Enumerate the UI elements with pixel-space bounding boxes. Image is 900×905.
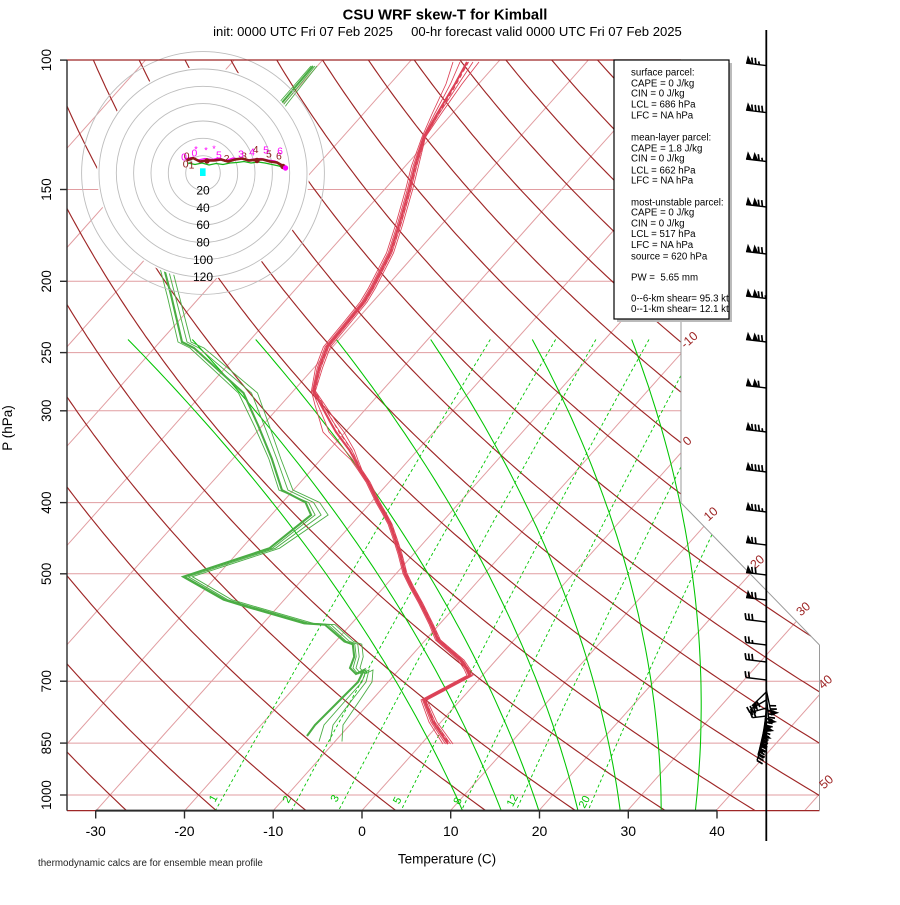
svg-text:*: * [204, 146, 208, 156]
svg-text:40: 40 [709, 823, 725, 839]
svg-text:CAPE = 0 J/kg: CAPE = 0 J/kg [631, 208, 694, 219]
svg-text:CAPE = 0 J/kg: CAPE = 0 J/kg [631, 78, 694, 89]
svg-text:LCL = 662 hPa: LCL = 662 hPa [631, 166, 696, 177]
svg-text:200: 200 [39, 270, 54, 292]
svg-text:80: 80 [196, 236, 210, 250]
svg-text:3: 3 [241, 152, 247, 163]
svg-text:2: 2 [224, 154, 230, 165]
svg-text:2: 2 [281, 794, 294, 805]
svg-text:3: 3 [238, 150, 244, 161]
svg-text:700: 700 [39, 670, 54, 692]
svg-text:60: 60 [196, 218, 210, 232]
svg-text:5: 5 [263, 146, 269, 157]
svg-text:500: 500 [39, 563, 54, 585]
svg-text:thermodynamic calcs are for en: thermodynamic calcs are for ensemble mea… [38, 858, 263, 869]
svg-text:4: 4 [249, 148, 255, 159]
svg-text:10: 10 [443, 823, 459, 839]
svg-text:120: 120 [193, 270, 213, 284]
svg-text:P (hPa): P (hPa) [0, 405, 15, 451]
svg-text:CIN = 0 J/kg: CIN = 0 J/kg [631, 89, 685, 100]
svg-text:0--1-km shear= 12.1 kt: 0--1-km shear= 12.1 kt [631, 304, 729, 315]
svg-text:CSU WRF skew-T for Kimball: CSU WRF skew-T for Kimball [343, 7, 548, 23]
svg-text:8: 8 [451, 796, 464, 807]
svg-text:Temperature (C): Temperature (C) [398, 852, 496, 867]
svg-text:surface parcel:: surface parcel: [631, 67, 695, 78]
svg-text:init: 0000 UTC Fri 07 Feb 2025: init: 0000 UTC Fri 07 Feb 2025 00-hr for… [213, 24, 682, 39]
svg-text:150: 150 [39, 178, 54, 200]
svg-text:-30: -30 [86, 823, 106, 839]
svg-text:20: 20 [196, 184, 210, 198]
svg-text:1000: 1000 [39, 780, 54, 810]
svg-text:*: * [212, 144, 216, 154]
svg-text:4: 4 [253, 145, 259, 156]
svg-text:LCL = 686 hPa: LCL = 686 hPa [631, 100, 696, 111]
svg-text:0: 0 [358, 823, 366, 839]
svg-text:0: 0 [192, 148, 198, 159]
svg-text:-10: -10 [263, 823, 283, 839]
svg-text:6: 6 [276, 152, 282, 163]
svg-text:1: 1 [207, 793, 220, 804]
svg-text:6: 6 [277, 147, 283, 158]
svg-text:100: 100 [39, 49, 54, 71]
svg-text:LFC = NA hPa: LFC = NA hPa [631, 240, 694, 251]
svg-text:1: 1 [189, 161, 195, 172]
svg-text:300: 300 [39, 400, 54, 422]
svg-text:CAPE = 1.8 J/kg: CAPE = 1.8 J/kg [631, 143, 702, 154]
svg-text:400: 400 [39, 491, 54, 513]
svg-text:0: 0 [184, 152, 190, 163]
svg-text:LFC = NA hPa: LFC = NA hPa [631, 176, 694, 187]
svg-text:0: 0 [181, 153, 187, 164]
svg-text:5: 5 [391, 795, 404, 806]
svg-text:CIN = 0 J/kg: CIN = 0 J/kg [631, 218, 685, 229]
svg-text:250: 250 [39, 341, 54, 363]
svg-text:0--6-km shear= 95.3 kt: 0--6-km shear= 95.3 kt [631, 294, 729, 305]
svg-text:12: 12 [505, 792, 521, 808]
svg-text:most-unstable parcel:: most-unstable parcel: [631, 197, 724, 208]
svg-text:0: 0 [183, 159, 189, 170]
svg-text:5: 5 [266, 149, 272, 160]
svg-text:5: 5 [216, 151, 222, 162]
svg-text:30: 30 [620, 823, 636, 839]
svg-text:*: * [194, 145, 198, 155]
svg-text:20: 20 [577, 794, 593, 810]
svg-text:PW = 5.65 mm: PW = 5.65 mm [631, 272, 698, 283]
svg-text:-20: -20 [174, 823, 194, 839]
svg-text:3: 3 [329, 793, 342, 804]
svg-text:CIN = 0 J/kg: CIN = 0 J/kg [631, 153, 685, 164]
svg-text:40: 40 [196, 201, 210, 215]
svg-text:850: 850 [39, 732, 54, 754]
svg-text:source = 620 hPa: source = 620 hPa [631, 252, 708, 263]
svg-text:LFC = NA hPa: LFC = NA hPa [631, 111, 694, 122]
svg-text:mean-layer parcel:: mean-layer parcel: [631, 132, 711, 143]
svg-text:20: 20 [532, 823, 548, 839]
svg-text:LCL = 517 hPa: LCL = 517 hPa [631, 229, 696, 240]
svg-text:100: 100 [193, 253, 213, 267]
